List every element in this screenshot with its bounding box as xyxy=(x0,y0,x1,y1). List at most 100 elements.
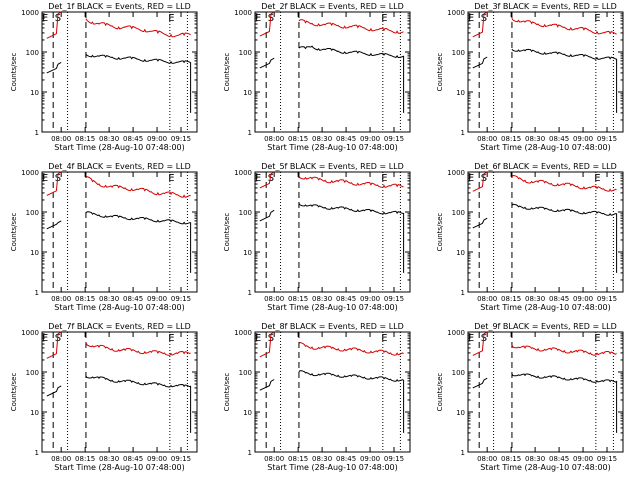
series-events xyxy=(85,53,192,113)
x-tick-label: 08:00 xyxy=(477,135,497,143)
panel-title: Det_1f BLACK = Events, RED = LLD xyxy=(48,2,191,11)
series-events-pre xyxy=(472,217,488,229)
marker-e-label: E xyxy=(255,173,261,184)
x-tick-label: 08:30 xyxy=(99,455,119,463)
x-tick-label: 08:00 xyxy=(51,455,71,463)
y-tick-label: 1 xyxy=(35,289,39,297)
series-events-pre xyxy=(472,377,488,389)
x-tick-label: 09:15 xyxy=(384,135,404,143)
y-tick-label: 1000 xyxy=(21,329,39,337)
y-tick-label: 10 xyxy=(243,249,252,257)
x-tick-label: 08:30 xyxy=(99,295,119,303)
x-tick-label: 08:45 xyxy=(549,135,569,143)
y-tick-label: 1 xyxy=(35,449,39,457)
y-tick-label: 1000 xyxy=(21,9,39,17)
x-tick-label: 09:00 xyxy=(360,455,380,463)
series-lld-pre xyxy=(472,11,488,38)
series-events-pre xyxy=(259,57,275,69)
y-tick-label: 100 xyxy=(452,369,465,377)
plot-frame xyxy=(41,11,198,133)
marker-e-label: E xyxy=(168,13,174,24)
series-events xyxy=(85,375,192,433)
y-tick-label: 1000 xyxy=(447,169,465,177)
marker-e-label: E xyxy=(381,333,387,344)
panel-4: Det_4f BLACK = Events, RED = LLD 1 10 100 10… xyxy=(10,162,198,312)
x-tick-label: 08:30 xyxy=(525,295,545,303)
x-tick-label: 08:45 xyxy=(123,295,143,303)
y-tick-label: 100 xyxy=(239,209,252,217)
x-tick-label: 08:15 xyxy=(75,135,95,143)
series-lld-pre xyxy=(46,171,62,196)
marker-s-label: S xyxy=(268,173,274,184)
panel-title: Det_4f BLACK = Events, RED = LLD xyxy=(48,162,191,171)
panel-title: Det_6f BLACK = Events, RED = LLD xyxy=(474,162,617,171)
series-lld xyxy=(511,174,617,192)
x-tick-label: 08:45 xyxy=(549,295,569,303)
series-events-pre xyxy=(46,385,62,397)
x-tick-label: 08:45 xyxy=(549,455,569,463)
y-tick-label: 10 xyxy=(30,249,39,257)
marker-e-label: E xyxy=(42,333,48,344)
y-tick-label: 10 xyxy=(30,409,39,417)
x-tick-label: 08:15 xyxy=(501,135,521,143)
x-axis-label: Start Time (28-Aug-10 07:48:00) xyxy=(54,143,185,152)
panel-2: Det_2f BLACK = Events, RED = LLD 1 10 100 10… xyxy=(223,2,411,152)
x-tick-label: 08:00 xyxy=(477,455,497,463)
marker-e-label: E xyxy=(255,13,261,24)
y-tick-label: 100 xyxy=(452,49,465,57)
x-tick-label: 08:45 xyxy=(336,135,356,143)
y-tick-label: 1000 xyxy=(234,169,252,177)
x-axis-label: Start Time (28-Aug-10 07:48:00) xyxy=(267,143,398,152)
marker-e-label: E xyxy=(468,333,474,344)
y-tick-label: 1 xyxy=(248,289,252,297)
series-lld xyxy=(85,18,191,38)
x-tick-label: 08:00 xyxy=(51,295,71,303)
plot-frame xyxy=(41,331,198,453)
y-tick-label: 10 xyxy=(456,249,465,257)
x-tick-label: 08:30 xyxy=(525,135,545,143)
x-tick-label: 08:00 xyxy=(264,135,284,143)
marker-e-label: E xyxy=(42,173,48,184)
y-axis-label: Counts/sec xyxy=(10,53,18,92)
x-tick-label: 08:15 xyxy=(288,135,308,143)
y-tick-label: 1000 xyxy=(447,9,465,17)
plot-frame xyxy=(254,331,411,453)
series-events xyxy=(85,211,192,273)
y-axis-label: Counts/sec xyxy=(10,373,18,412)
x-tick-label: 09:00 xyxy=(360,135,380,143)
y-tick-label: 1 xyxy=(248,449,252,457)
series-lld-pre xyxy=(472,331,488,356)
x-tick-label: 09:00 xyxy=(147,135,167,143)
marker-e-label: E xyxy=(381,13,387,24)
series-lld xyxy=(511,17,617,35)
series-lld xyxy=(298,19,404,34)
x-tick-label: 08:15 xyxy=(501,295,521,303)
x-tick-label: 08:30 xyxy=(312,455,332,463)
x-tick-label: 08:30 xyxy=(312,295,332,303)
y-tick-label: 1 xyxy=(35,129,39,137)
y-tick-label: 10 xyxy=(243,89,252,97)
y-tick-label: 1000 xyxy=(21,169,39,177)
y-axis-label: Counts/sec xyxy=(10,213,18,252)
series-events xyxy=(298,370,405,433)
x-tick-label: 09:15 xyxy=(171,135,191,143)
panel-1: Det_1f BLACK = Events, RED = LLD 1 10 100 10… xyxy=(10,2,198,152)
x-tick-label: 08:45 xyxy=(336,455,356,463)
y-tick-label: 1 xyxy=(461,289,465,297)
series-lld-pre xyxy=(46,11,62,39)
series-lld-pre xyxy=(259,11,275,37)
y-tick-label: 100 xyxy=(452,209,465,217)
x-tick-label: 09:00 xyxy=(573,455,593,463)
x-tick-label: 09:00 xyxy=(147,295,167,303)
plot-frame xyxy=(467,171,624,293)
series-lld xyxy=(85,176,191,198)
y-tick-label: 100 xyxy=(26,209,39,217)
marker-s-label: S xyxy=(481,173,487,184)
y-tick-label: 1000 xyxy=(234,329,252,337)
y-tick-label: 10 xyxy=(456,409,465,417)
x-axis-label: Start Time (28-Aug-10 07:48:00) xyxy=(480,143,611,152)
x-axis-label: Start Time (28-Aug-10 07:48:00) xyxy=(267,463,398,472)
y-tick-label: 100 xyxy=(239,49,252,57)
x-tick-label: 08:00 xyxy=(264,455,284,463)
y-axis-label: Counts/sec xyxy=(223,53,231,92)
